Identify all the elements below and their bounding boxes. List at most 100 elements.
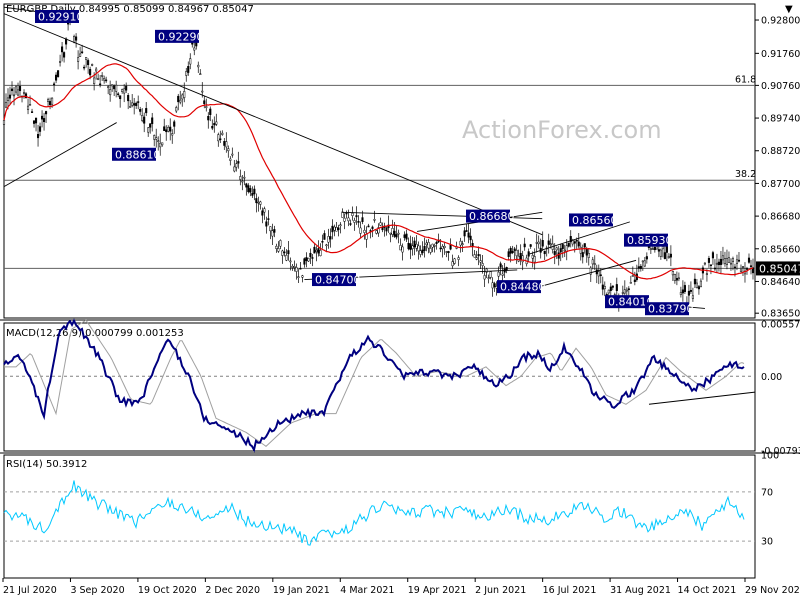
candle-body bbox=[593, 263, 596, 265]
candle-body bbox=[415, 243, 418, 249]
candle-body bbox=[669, 253, 672, 258]
candle-body bbox=[173, 121, 176, 127]
candle-body bbox=[391, 228, 394, 235]
candle-body bbox=[87, 60, 90, 66]
candle-body bbox=[631, 275, 634, 277]
candle-body bbox=[233, 166, 236, 172]
candle-body bbox=[591, 259, 594, 265]
candle-body bbox=[77, 57, 80, 62]
candle-body bbox=[319, 250, 322, 257]
candle-body bbox=[115, 84, 118, 92]
candle-body bbox=[579, 246, 582, 254]
candle-body bbox=[381, 227, 384, 231]
candle-body bbox=[271, 230, 274, 237]
candle-body bbox=[303, 258, 306, 265]
trendline bbox=[3, 122, 117, 188]
candle-body bbox=[305, 257, 308, 261]
candle-body bbox=[427, 242, 430, 249]
candle-body bbox=[36, 134, 40, 139]
candle-body bbox=[739, 269, 743, 272]
candle-body bbox=[333, 226, 336, 231]
macd-tick-label: 0.005579 bbox=[761, 320, 800, 331]
candle-body bbox=[729, 262, 733, 265]
candle-body bbox=[285, 255, 288, 261]
candle-body bbox=[505, 267, 508, 271]
triangle-down-icon[interactable]: ▼ bbox=[785, 4, 793, 15]
candle-body bbox=[205, 106, 208, 109]
candle-body bbox=[699, 280, 702, 288]
candle-body bbox=[355, 215, 358, 218]
x-tick-label: 3 Sep 2020 bbox=[70, 585, 124, 596]
candle-body bbox=[607, 289, 610, 294]
candle-body bbox=[541, 240, 544, 247]
candle-body bbox=[199, 73, 202, 75]
candle-body bbox=[691, 295, 694, 299]
candle-body bbox=[717, 261, 721, 266]
x-tick-label: 31 Aug 2021 bbox=[610, 585, 671, 596]
price-panel: 0.92800 0.91760 0.90760 0.89740 0.88720 0.877… bbox=[0, 3, 800, 321]
candle-body bbox=[289, 260, 292, 263]
candle-body bbox=[137, 101, 140, 103]
candle-body bbox=[215, 121, 218, 125]
candle-body bbox=[237, 161, 240, 164]
candle-body bbox=[63, 52, 66, 58]
y-tick-label: 0.90760 bbox=[761, 81, 800, 92]
candle-body bbox=[127, 95, 130, 102]
candle-body bbox=[295, 267, 298, 272]
macd-frame bbox=[3, 322, 756, 452]
candle-body bbox=[185, 71, 188, 76]
candle-body bbox=[573, 241, 576, 244]
candle-body bbox=[32, 120, 36, 124]
candle-body bbox=[651, 248, 654, 250]
candle-body bbox=[129, 106, 132, 108]
price-label-box bbox=[35, 9, 79, 23]
candle-body bbox=[18, 86, 22, 92]
price-label-text: 0.88610 bbox=[115, 148, 161, 161]
candle-body bbox=[405, 233, 408, 240]
price-label-text: 0.86560 bbox=[572, 214, 618, 227]
candle-body bbox=[241, 180, 244, 183]
candle-body bbox=[105, 79, 108, 82]
candle-body bbox=[705, 273, 708, 275]
candle-body bbox=[10, 88, 14, 92]
candle-body bbox=[409, 243, 412, 251]
candle-body bbox=[399, 245, 402, 251]
candle-body bbox=[235, 163, 238, 168]
candle-body bbox=[425, 242, 428, 246]
candle-body bbox=[563, 249, 566, 252]
candle-body bbox=[449, 244, 452, 250]
x-tick-label: 29 Nov 2021 bbox=[745, 585, 800, 596]
candle-body bbox=[465, 230, 468, 232]
candle-body bbox=[177, 95, 180, 103]
candle-body bbox=[523, 243, 526, 248]
candle-body bbox=[395, 234, 398, 238]
candle-body bbox=[577, 241, 580, 247]
candle-body bbox=[663, 252, 666, 259]
macd-tick-label: 0.00 bbox=[761, 372, 782, 383]
candle-body bbox=[113, 85, 116, 90]
candle-body bbox=[117, 93, 120, 96]
candle-body bbox=[103, 78, 106, 81]
candle-body bbox=[325, 244, 328, 247]
candle-body bbox=[531, 254, 534, 259]
candle-body bbox=[175, 107, 178, 112]
candle-body bbox=[615, 284, 618, 291]
candle-body bbox=[587, 253, 590, 258]
candle-body bbox=[349, 223, 352, 225]
candle-body bbox=[335, 227, 338, 232]
candle-body bbox=[165, 129, 168, 133]
candle-body bbox=[367, 225, 370, 228]
candle-body bbox=[451, 261, 454, 267]
candle-body bbox=[255, 198, 258, 204]
candle-body bbox=[107, 86, 110, 88]
candle-body bbox=[369, 230, 372, 232]
candle-body bbox=[155, 137, 158, 140]
candle-body bbox=[179, 99, 182, 103]
candle-body bbox=[359, 227, 362, 234]
candle-body bbox=[111, 84, 114, 87]
candle-body bbox=[207, 115, 210, 121]
candle-body bbox=[675, 278, 678, 281]
candle-body bbox=[283, 251, 286, 254]
y-tick-label: 0.89740 bbox=[761, 114, 800, 125]
candle-body bbox=[225, 141, 228, 148]
